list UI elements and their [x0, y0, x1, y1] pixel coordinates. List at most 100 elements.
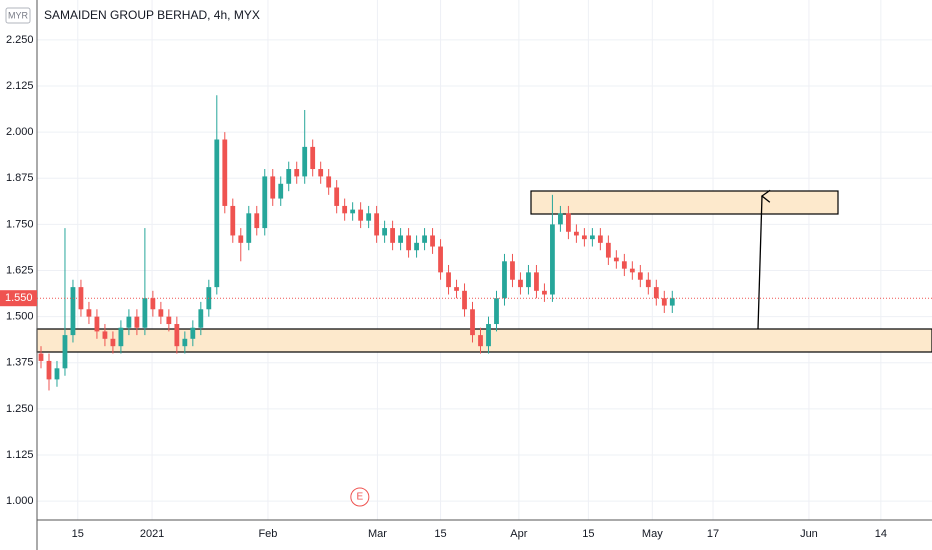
- candle-body: [94, 316, 100, 332]
- earnings-label: E: [357, 492, 364, 503]
- candle-body: [669, 298, 675, 306]
- candle-body: [398, 235, 403, 243]
- candle-body: [46, 360, 52, 380]
- x-tick-label: 17: [707, 528, 719, 540]
- candle-body: [430, 235, 435, 247]
- candle-body: [38, 353, 44, 361]
- candle-body: [558, 213, 563, 225]
- x-tick-label: May: [642, 528, 663, 540]
- candle-body: [150, 298, 156, 310]
- candle-body: [350, 209, 356, 214]
- y-tick-label: 2.125: [6, 80, 34, 92]
- candle-body: [78, 287, 84, 310]
- candle-body: [566, 213, 571, 232]
- candle-body: [629, 268, 635, 273]
- y-tick-label: 1.125: [6, 449, 34, 461]
- candle-body: [550, 224, 555, 295]
- candle-body: [390, 228, 395, 243]
- target-arrow: [757, 189, 771, 330]
- resistance-zone: [530, 190, 839, 215]
- candle-body: [597, 235, 603, 243]
- last-price-badge: [0, 290, 37, 307]
- candle-body: [358, 209, 364, 221]
- candle-body: [366, 213, 372, 221]
- candle-body: [326, 176, 332, 188]
- candle-body: [462, 290, 467, 310]
- chart-title: SAMAIDEN GROUP BERHAD, 4h, MYX: [44, 8, 260, 22]
- candle-body: [134, 316, 140, 328]
- currency: MYR: [8, 10, 29, 20]
- currency-badge: [5, 7, 31, 24]
- candle-body: [661, 298, 667, 306]
- candle-body: [158, 309, 164, 317]
- candle-body: [422, 235, 427, 243]
- candle-body: [534, 272, 539, 291]
- y-tick-label: 1.750: [6, 218, 34, 230]
- candle-body: [230, 205, 236, 236]
- candle-body: [502, 261, 507, 299]
- y-tick-label: 1.375: [6, 357, 34, 369]
- candle-body: [302, 146, 308, 177]
- x-tick-label: Apr: [510, 528, 527, 540]
- candle-body: [621, 261, 627, 269]
- candle-body: [526, 272, 531, 288]
- candle-body: [574, 231, 579, 236]
- y-tick-label: 2.250: [6, 34, 34, 46]
- candle-body: [270, 176, 276, 199]
- candle-body: [142, 298, 148, 328]
- candle-body: [222, 139, 228, 206]
- x-tick-label: 15: [434, 528, 446, 540]
- candle-body: [470, 309, 475, 336]
- candle-body: [454, 287, 459, 291]
- candle-body: [653, 287, 659, 299]
- candle-body: [294, 169, 300, 177]
- y-tick-label: 1.250: [6, 403, 34, 415]
- candle-body: [214, 139, 220, 288]
- candle-body: [518, 279, 523, 288]
- candle-body: [166, 316, 172, 325]
- candle-body: [254, 213, 260, 229]
- y-tick-label: 1.625: [6, 264, 34, 276]
- candle-body: [86, 309, 92, 317]
- candle-body: [374, 213, 380, 236]
- candle-body: [637, 272, 643, 280]
- candle-body: [342, 205, 348, 214]
- x-tick-label: Feb: [258, 528, 277, 540]
- y-tick-label: 1.875: [6, 172, 34, 184]
- candle-body: [645, 279, 651, 288]
- grid: [37, 0, 932, 520]
- candle-body: [118, 327, 124, 347]
- candle-body: [438, 246, 443, 273]
- candle-body: [334, 187, 340, 206]
- x-tick-label: 15: [582, 528, 594, 540]
- candle-body: [310, 146, 316, 170]
- candle-body: [382, 228, 388, 236]
- candle-body: [406, 235, 411, 251]
- y-tick-label: 1.000: [6, 495, 34, 507]
- candle-body: [246, 213, 252, 243]
- candle-body: [486, 324, 491, 347]
- support-zone: [36, 328, 932, 353]
- candle-body: [198, 309, 204, 328]
- candle-body: [182, 338, 188, 347]
- y-tick-label: 1.500: [6, 311, 34, 323]
- candle-body: [510, 261, 515, 280]
- candle-body: [605, 242, 611, 258]
- candle-body: [238, 235, 244, 243]
- last-price-label: 1.550: [5, 292, 33, 304]
- candles: [38, 95, 675, 391]
- candle-body: [589, 235, 595, 240]
- candle-body: [613, 257, 619, 262]
- x-tick-label: 14: [875, 528, 887, 540]
- candle-body: [581, 235, 587, 240]
- candle-body: [174, 324, 180, 347]
- candle-body: [278, 183, 284, 199]
- earnings-marker: [350, 487, 370, 507]
- candle-body: [318, 169, 324, 177]
- candle-body: [102, 331, 108, 339]
- candle-body: [414, 242, 419, 251]
- candle-body: [190, 327, 196, 339]
- candle-body: [446, 272, 451, 288]
- candle-body: [478, 335, 483, 347]
